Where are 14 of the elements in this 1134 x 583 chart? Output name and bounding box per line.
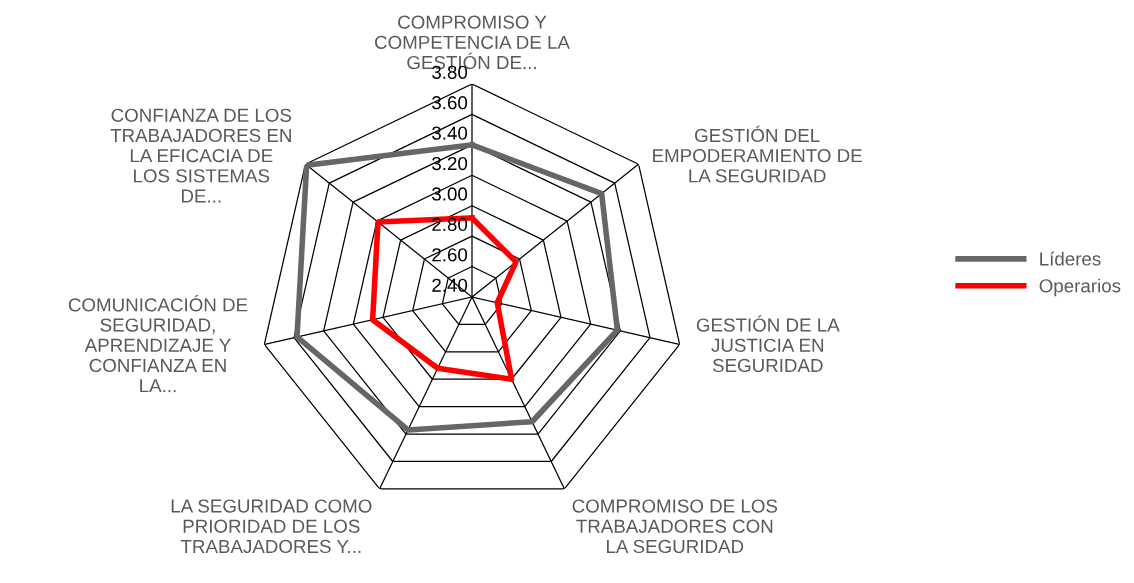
y-tick-label: 3.60 [432,96,468,110]
y-tick-label: 2.80 [432,217,468,232]
spoke-label: GESTIÓN DEL EMPODERAMIENTO DE LA SEGURIDAD [653,125,862,183]
legend-label: Líderes [1040,251,1101,266]
y-tick-label: 3.00 [432,187,468,201]
y-tick-label: 2.60 [432,248,468,262]
spoke-label: CONFIANZA DE LOS TRABAJADORES EN LA EFICACIA DE LOS SISTEMAS DE... [110,108,292,203]
legend-label: Operarios [1039,278,1121,297]
spoke-label: LA SEGURIDAD COMO PRIORIDAD DE LOS TRABAJADORES Y... [171,499,372,554]
spoke-label: GESTIÓN DE LA JUSTICIA EN SEGURIDAD [696,315,840,373]
spoke-label: COMUNICACIÓN DE SEGURIDAD, APRENDIZAJE Y CONFIANZA EN LA... [68,295,248,393]
spoke-label: COMPROMISO DE LOS TRABAJADORES CON LA SEGURIDAD [572,499,778,554]
y-tick-label: 3.20 [432,156,468,171]
y-tick-label: 3.40 [432,126,468,140]
